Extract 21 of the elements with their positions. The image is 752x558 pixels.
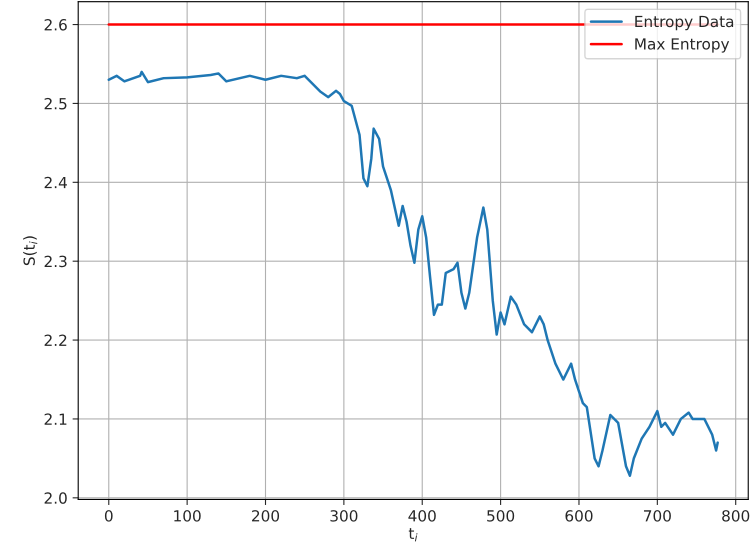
x-tick-label: 800 — [722, 510, 750, 522]
x-tick-label: 700 — [644, 510, 671, 522]
x-axis-title: t$_{i}$ — [408, 528, 418, 542]
x-tick-label: 0 — [104, 510, 113, 522]
y-tick-label: 2.5 — [44, 98, 66, 110]
y-tick-label: 2.2 — [44, 334, 66, 346]
legend-label: Entropy Data — [635, 16, 734, 30]
y-tick-label: 2.6 — [44, 19, 67, 31]
y-axis-title: S(t$_{i}$) — [23, 236, 38, 266]
x-tick-label: 200 — [252, 510, 280, 522]
y-tick-label: 2.3 — [44, 256, 67, 268]
x-tick-label: 100 — [174, 510, 201, 522]
y-tick-label: 2.1 — [44, 413, 66, 425]
y-tick-label: 2.0 — [44, 492, 67, 504]
y-tick-label: 2.4 — [44, 176, 67, 188]
legend-label: Max Entropy — [635, 38, 730, 53]
line-series — [108, 70, 719, 477]
x-tick-label: 500 — [487, 510, 514, 522]
x-tick-label: 400 — [408, 510, 436, 522]
x-tick-label: 600 — [565, 510, 593, 522]
x-tick-label: 300 — [330, 510, 358, 522]
